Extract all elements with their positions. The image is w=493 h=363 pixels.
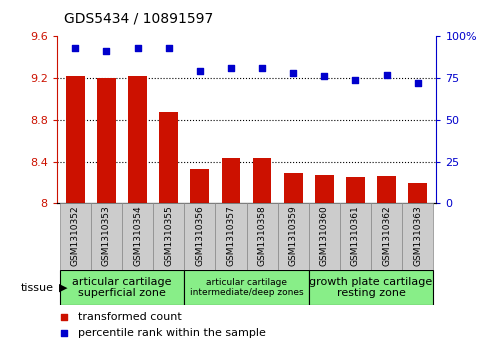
Text: GSM1310361: GSM1310361 [351, 205, 360, 266]
Bar [315, 175, 334, 203]
Bar [60, 270, 184, 305]
Bar [97, 78, 116, 203]
Point [258, 65, 266, 71]
Bar [91, 203, 122, 270]
Text: ▶: ▶ [59, 283, 68, 293]
Bar [215, 203, 246, 270]
Point [352, 77, 359, 83]
Bar [159, 113, 178, 203]
Bar [402, 203, 433, 270]
Text: GSM1310353: GSM1310353 [102, 205, 111, 266]
Text: GSM1310363: GSM1310363 [413, 205, 422, 266]
Text: GSM1310360: GSM1310360 [320, 205, 329, 266]
Bar [253, 158, 271, 203]
Bar [346, 177, 365, 203]
Text: growth plate cartilage
resting zone: growth plate cartilage resting zone [309, 277, 432, 298]
Text: GSM1310355: GSM1310355 [164, 205, 173, 266]
Text: articular cartilage
superficial zone: articular cartilage superficial zone [72, 277, 172, 298]
Text: GSM1310362: GSM1310362 [382, 205, 391, 266]
Point [289, 70, 297, 76]
Bar [222, 158, 240, 203]
Bar [309, 270, 433, 305]
Bar [190, 169, 209, 203]
Bar [128, 76, 147, 203]
Bar [284, 173, 303, 203]
Point [414, 80, 422, 86]
Bar [66, 76, 85, 203]
Bar [60, 203, 91, 270]
Bar [153, 203, 184, 270]
Text: GSM1310354: GSM1310354 [133, 205, 142, 266]
Text: tissue: tissue [21, 283, 54, 293]
Bar [408, 183, 427, 203]
Point [312, 99, 319, 105]
Text: GSM1310358: GSM1310358 [257, 205, 267, 266]
Bar [122, 203, 153, 270]
Text: GSM1310357: GSM1310357 [226, 205, 236, 266]
Point [165, 45, 173, 51]
Point [196, 69, 204, 74]
Point [103, 48, 110, 54]
Text: GSM1310356: GSM1310356 [195, 205, 204, 266]
Text: transformed count: transformed count [77, 312, 181, 322]
Point [312, 248, 319, 253]
Point [71, 45, 79, 51]
Bar [340, 203, 371, 270]
Bar [309, 203, 340, 270]
Bar [371, 203, 402, 270]
Bar [246, 203, 278, 270]
Bar [377, 176, 396, 203]
Point [320, 73, 328, 79]
Text: GDS5434 / 10891597: GDS5434 / 10891597 [64, 11, 213, 25]
Text: articular cartilage
intermediate/deep zones: articular cartilage intermediate/deep zo… [190, 278, 303, 297]
Point [383, 72, 390, 78]
Text: GSM1310359: GSM1310359 [289, 205, 298, 266]
Point [134, 45, 141, 51]
Bar [278, 203, 309, 270]
Point [227, 65, 235, 71]
Text: percentile rank within the sample: percentile rank within the sample [77, 328, 265, 338]
Bar [184, 270, 309, 305]
Text: GSM1310352: GSM1310352 [71, 205, 80, 266]
Bar [184, 203, 215, 270]
